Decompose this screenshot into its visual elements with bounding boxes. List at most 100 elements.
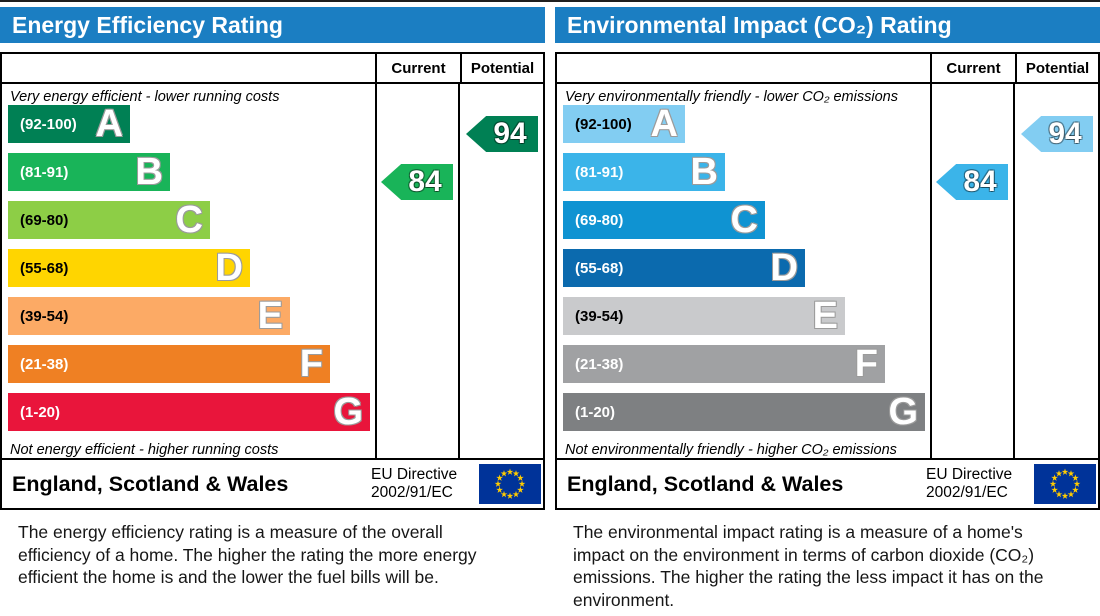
- co2-chart: Current Potential Very environmentally f…: [555, 52, 1100, 510]
- co2-band-d: (55-68) D: [563, 249, 805, 287]
- band-row: (55-68) D: [2, 249, 543, 297]
- band-range: (92-100): [575, 115, 632, 133]
- band-row: (21-38) F: [2, 345, 543, 393]
- band-range: (55-68): [575, 259, 624, 277]
- eu-flag-icon: [1034, 464, 1096, 504]
- band-row: (1-20) G: [557, 393, 1098, 441]
- energy-efficiency-panel: Energy Efficiency Rating Current Potenti…: [0, 7, 545, 611]
- band-letter: B: [690, 151, 718, 193]
- eu-directive-label: EU Directive 2002/91/EC: [371, 466, 475, 502]
- band-letter: G: [333, 391, 363, 433]
- co2-band-b: (81-91) B: [563, 153, 725, 191]
- band-row: (39-54) E: [2, 297, 543, 345]
- eu-directive-line2: 2002/91/EC: [926, 484, 1008, 501]
- header-spacer: [557, 54, 930, 82]
- co2-description: The environmental impact rating is a mea…: [573, 522, 1044, 610]
- header-spacer: [2, 54, 375, 82]
- band-range: (69-80): [20, 211, 69, 229]
- band-letter: F: [854, 343, 878, 385]
- eu-flag-icon: [479, 464, 541, 504]
- current-column-header: Current: [930, 54, 1015, 82]
- band-letter: B: [135, 151, 163, 193]
- potential-column-header: Potential: [460, 54, 543, 82]
- band-row: (21-38) F: [557, 345, 1098, 393]
- eu-directive-line1: EU Directive: [926, 466, 1013, 484]
- band-range: (1-20): [575, 403, 616, 421]
- energy-bottom-caption: Not energy efficient - higher running co…: [10, 442, 279, 458]
- current-column-header: Current: [375, 54, 460, 82]
- band-range: (21-38): [575, 355, 624, 373]
- band-row: (39-54) E: [557, 297, 1098, 345]
- eu-directive-line2: 2002/91/EC: [371, 484, 453, 501]
- band-range: (81-91): [20, 163, 69, 181]
- co2-chart-footer: England, Scotland & Wales EU Directive 2…: [557, 458, 1098, 508]
- potential-column-header: Potential: [1015, 54, 1098, 82]
- energy-band-g: (1-20) G: [8, 393, 370, 431]
- band-row: (92-100) A: [2, 105, 543, 153]
- band-row: (69-80) C: [2, 201, 543, 249]
- energy-top-caption: Very energy efficient - lower running co…: [10, 89, 280, 105]
- band-letter: D: [215, 247, 243, 289]
- co2-current-value: 84: [963, 165, 997, 198]
- band-row: (1-20) G: [2, 393, 543, 441]
- band-range: (81-91): [575, 163, 624, 181]
- energy-band-e: (39-54) E: [8, 297, 290, 335]
- energy-band-a: (92-100) A: [8, 105, 130, 143]
- co2-chart-body: Very environmentally friendly - lower CO…: [557, 84, 1098, 458]
- band-row: (92-100) A: [557, 105, 1098, 153]
- energy-chart-header: Current Potential: [2, 54, 543, 84]
- band-range: (69-80): [575, 211, 624, 229]
- co2-band-g: (1-20) G: [563, 393, 925, 431]
- energy-description: The energy efficiency rating is a measur…: [18, 522, 477, 588]
- band-letter: C: [730, 199, 758, 241]
- co2-band-c: (69-80) C: [563, 201, 765, 239]
- band-row: (81-91) B: [557, 153, 1098, 201]
- co2-band-f: (21-38) F: [563, 345, 885, 383]
- band-letter: D: [770, 247, 798, 289]
- environmental-impact-panel: Environmental Impact (CO₂) Rating Curren…: [555, 7, 1100, 611]
- co2-band-e: (39-54) E: [563, 297, 845, 335]
- co2-potential-value: 94: [1048, 117, 1082, 150]
- co2-title-bar: Environmental Impact (CO₂) Rating: [555, 7, 1100, 43]
- band-letter: E: [257, 295, 283, 337]
- co2-chart-header: Current Potential: [557, 54, 1098, 84]
- band-range: (21-38): [20, 355, 69, 373]
- region-label: England, Scotland & Wales: [567, 471, 844, 496]
- energy-band-f: (21-38) F: [8, 345, 330, 383]
- eu-directive-line1: EU Directive: [371, 466, 458, 484]
- potential-column-divider: [1013, 84, 1015, 458]
- co2-bottom-caption: Not environmentally friendly - higher CO…: [565, 442, 897, 458]
- band-letter: C: [175, 199, 203, 241]
- band-range: (55-68): [20, 259, 69, 277]
- energy-title-bar: Energy Efficiency Rating: [0, 7, 545, 43]
- band-row: (55-68) D: [557, 249, 1098, 297]
- band-row: (69-80) C: [557, 201, 1098, 249]
- band-range: (39-54): [20, 307, 69, 325]
- band-row: (81-91) B: [2, 153, 543, 201]
- co2-band-a: (92-100) A: [563, 105, 685, 143]
- band-range: (92-100): [20, 115, 77, 133]
- band-letter: E: [812, 295, 838, 337]
- co2-potential-arrow: 94: [1021, 116, 1093, 152]
- current-column-divider: [930, 84, 932, 458]
- band-letter: A: [650, 103, 678, 145]
- current-column-divider: [375, 84, 377, 458]
- energy-chart: Current Potential Very energy efficient …: [0, 52, 545, 510]
- energy-current-value: 84: [408, 165, 442, 198]
- energy-chart-body: Very energy efficient - lower running co…: [2, 84, 543, 458]
- band-letter: A: [95, 103, 123, 145]
- band-letter: G: [888, 391, 918, 433]
- region-label: England, Scotland & Wales: [12, 471, 289, 496]
- eu-directive-label: EU Directive 2002/91/EC: [926, 466, 1030, 502]
- band-letter: F: [299, 343, 323, 385]
- energy-band-b: (81-91) B: [8, 153, 170, 191]
- co2-current-arrow: 84: [936, 164, 1008, 200]
- band-range: (1-20): [20, 403, 61, 421]
- co2-top-caption: Very environmentally friendly - lower CO…: [565, 89, 898, 105]
- top-border: [0, 0, 1100, 2]
- band-range: (39-54): [575, 307, 624, 325]
- energy-band-c: (69-80) C: [8, 201, 210, 239]
- potential-column-divider: [458, 84, 460, 458]
- energy-band-d: (55-68) D: [8, 249, 250, 287]
- energy-potential-value: 94: [493, 117, 527, 150]
